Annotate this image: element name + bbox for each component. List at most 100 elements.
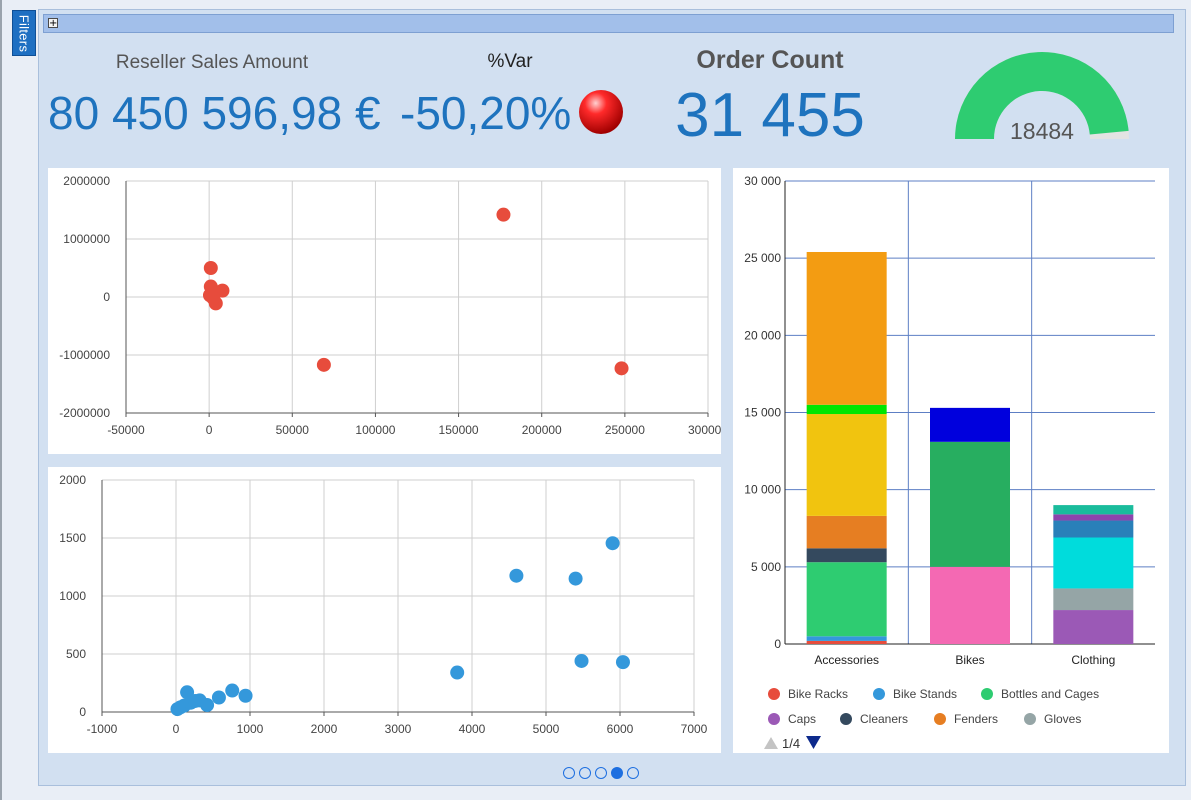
legend-swatch xyxy=(934,713,946,725)
sales-scatter-x-tick-label: -50000 xyxy=(107,423,145,437)
legend-swatch xyxy=(768,713,780,725)
legend-label[interactable]: Cleaners xyxy=(860,712,908,726)
legend-swatch xyxy=(840,713,852,725)
sales-scatter-y-tick-label: 0 xyxy=(103,290,110,304)
sales-scatter-point[interactable] xyxy=(206,291,221,306)
sales-label: Reseller Sales Amount xyxy=(115,52,309,73)
filters-label: Filters xyxy=(16,14,32,52)
carousel-dot[interactable] xyxy=(611,767,623,779)
stacked-bar-chart: 30 000 25 000 20 000 15 000 10 000 5 000 0 Acce… xyxy=(733,168,1169,753)
orders-scatter-y-tick-label: 1500 xyxy=(59,531,86,545)
carousel-dot[interactable] xyxy=(563,767,575,779)
sales-scatter-point[interactable] xyxy=(496,207,511,222)
sales-scatter-x-tick-label: 250000 xyxy=(605,423,645,437)
carousel-dot[interactable] xyxy=(627,767,639,779)
bar-segment[interactable] xyxy=(930,407,1010,442)
sales-scatter-x-tick-label: 0 xyxy=(206,423,213,437)
red-status-icon xyxy=(579,90,623,134)
scatter-chart-sales-plot: -50000 0 50000 100000 150000 200000 250000 3000… xyxy=(59,174,728,437)
bar-segment[interactable] xyxy=(806,548,887,563)
bar-segment[interactable] xyxy=(1053,514,1134,521)
sales-scatter-x-tick-label: 300000 xyxy=(688,423,721,437)
orders-scatter-x-tick-label: 4000 xyxy=(459,722,486,736)
bar-segment[interactable] xyxy=(806,562,887,637)
legend-swatch xyxy=(873,688,885,700)
carousel-pager xyxy=(563,767,639,779)
bar-y-tick-label: 25 000 xyxy=(744,251,781,265)
legend-label[interactable]: Bottles and Cages xyxy=(1001,687,1099,701)
orders-scatter-y-tick-label: 0 xyxy=(79,705,86,719)
orders-scatter-y-tick-label: 500 xyxy=(66,647,86,661)
bar-segment[interactable] xyxy=(1053,505,1134,515)
bar-segment[interactable] xyxy=(806,414,887,516)
gauge-value: 18484 xyxy=(1010,118,1074,144)
sales-scatter-point[interactable] xyxy=(316,357,331,372)
sales-scatter-x-tick-label: 200000 xyxy=(522,423,562,437)
orders-scatter-point[interactable] xyxy=(450,665,465,680)
orders-scatter-point[interactable] xyxy=(225,683,240,698)
bar-y-tick-label: 0 xyxy=(774,637,781,651)
bar-segment[interactable] xyxy=(806,636,887,641)
orders-scatter-point[interactable] xyxy=(574,653,589,668)
gauge: 18484 xyxy=(955,52,1129,144)
legend-swatch xyxy=(1024,713,1036,725)
bar-segment[interactable] xyxy=(1053,610,1134,644)
sales-scatter-y-tick-label: 2000000 xyxy=(63,174,110,188)
orders-scatter-x-tick-label: 1000 xyxy=(237,722,264,736)
bar-y-tick-label: 10 000 xyxy=(744,483,781,497)
bar-y-tick-label: 5 000 xyxy=(751,560,781,574)
legend-page: 1/4 xyxy=(782,736,800,751)
sales-scatter-y-tick-label: -1000000 xyxy=(59,348,110,362)
orders-scatter-x-tick-label: 6000 xyxy=(607,722,634,736)
orders-scatter-x-tick-label: 5000 xyxy=(533,722,560,736)
legend-swatch xyxy=(768,688,780,700)
bar-segment[interactable] xyxy=(1053,537,1134,589)
bar-segment[interactable] xyxy=(1053,588,1134,611)
orders-scatter-point[interactable] xyxy=(238,688,253,703)
bar-segment[interactable] xyxy=(806,251,887,405)
bar-segment[interactable] xyxy=(806,404,887,415)
var-label: %Var xyxy=(487,51,533,72)
carousel-dot[interactable] xyxy=(595,767,607,779)
bar-segment[interactable] xyxy=(806,640,887,644)
scatter-chart-sales: -50000 0 50000 100000 150000 200000 250000 3000… xyxy=(48,168,728,454)
expand-icon[interactable]: + xyxy=(48,18,58,29)
filter-bar[interactable]: + xyxy=(43,14,1174,33)
orders-scatter-point[interactable] xyxy=(615,655,630,670)
legend-label[interactable]: Fenders xyxy=(954,712,998,726)
stacked-bar-chart-plot: 30 000 25 000 20 000 15 000 10 000 5 000 0 Acce… xyxy=(744,174,1155,751)
legend-next-icon[interactable] xyxy=(806,736,821,749)
bar-segment[interactable] xyxy=(930,441,1010,567)
orders-scatter-point[interactable] xyxy=(509,568,524,583)
carousel-dot[interactable] xyxy=(579,767,591,779)
sales-scatter-point[interactable] xyxy=(614,361,629,376)
sales-scatter-x-tick-label: 100000 xyxy=(355,423,395,437)
sales-scatter-x-tick-label: 50000 xyxy=(276,423,310,437)
scatter-chart-orders-plot: -1000 0 1000 2000 3000 4000 5000 6000 7000200015… xyxy=(59,473,707,736)
orders-scatter-point[interactable] xyxy=(211,690,226,705)
legend-label[interactable]: Caps xyxy=(788,712,816,726)
orders-scatter-point[interactable] xyxy=(605,536,620,551)
sales-scatter-y-tick-label: -2000000 xyxy=(59,406,110,420)
orders-scatter-x-tick-label: 2000 xyxy=(311,722,338,736)
bar-y-tick-label: 20 000 xyxy=(744,328,781,342)
legend-label[interactable]: Bike Racks xyxy=(788,687,848,701)
legend-label[interactable]: Bike Stands xyxy=(893,687,957,701)
bar-segment[interactable] xyxy=(806,515,887,549)
orders-scatter-x-tick-label: 0 xyxy=(173,722,180,736)
sales-scatter-point[interactable] xyxy=(203,261,218,275)
filters-tab[interactable]: Filters xyxy=(12,10,36,56)
orders-scatter-x-tick-label: 3000 xyxy=(385,722,412,736)
sales-scatter-x-tick-label: 150000 xyxy=(439,423,479,437)
legend-swatch xyxy=(981,688,993,700)
legend-prev-icon[interactable] xyxy=(764,737,778,749)
bar-category-label: Accessories xyxy=(814,653,879,667)
orders-scatter-point[interactable] xyxy=(568,571,583,586)
legend-label[interactable]: Gloves xyxy=(1044,712,1081,726)
orders-scatter-point[interactable] xyxy=(200,698,215,713)
scatter-chart-orders: -1000 0 1000 2000 3000 4000 5000 6000 7000 2000 15… xyxy=(48,467,721,753)
bar-legend: Bike Racks Bike Stands Bottles and Cages Ca… xyxy=(768,687,1099,726)
orders-scatter-y-tick-label: 1000 xyxy=(59,589,86,603)
bar-segment[interactable] xyxy=(930,566,1010,644)
bar-segment[interactable] xyxy=(1053,520,1134,538)
